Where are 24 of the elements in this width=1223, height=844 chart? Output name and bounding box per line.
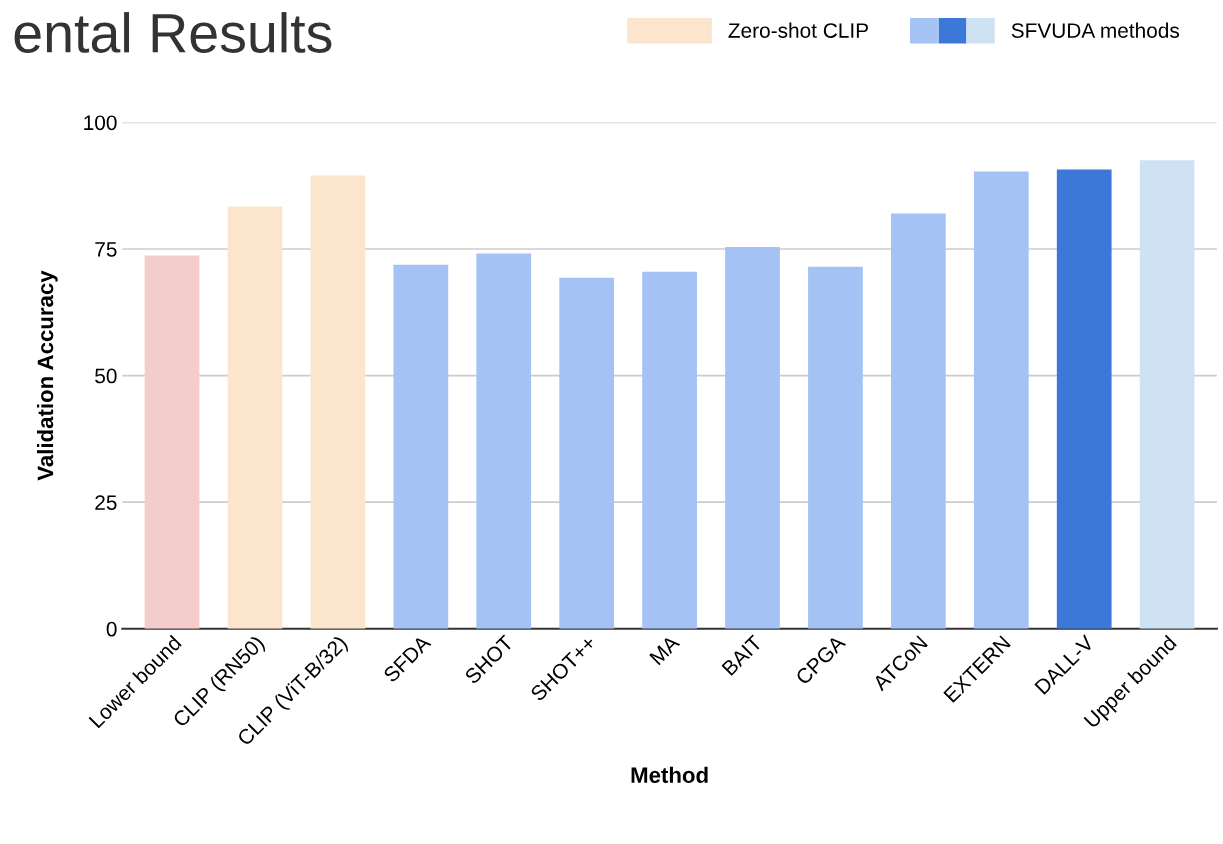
y-tick-label: 75 (95, 242, 117, 257)
y-tick-label: 25 (95, 495, 117, 510)
bar (808, 266, 863, 629)
bar (393, 264, 449, 629)
bar (1056, 169, 1112, 629)
bar (725, 246, 780, 629)
y-tick-label: 0 (106, 621, 117, 637)
bar (891, 213, 946, 629)
bar (1139, 160, 1195, 629)
bar (144, 255, 200, 629)
bar (559, 277, 615, 629)
legend-label: Zero-shot CLIP (728, 22, 868, 38)
x-tick-label: MA (649, 634, 681, 666)
chart-title: ental Results (14, 12, 332, 53)
bar (227, 206, 283, 629)
y-tick-label: 100 (84, 115, 117, 131)
x-axis-title: Method (631, 766, 708, 783)
y-axis-title: Validation Accuracy (36, 270, 58, 481)
bar (476, 253, 532, 629)
bar (642, 271, 697, 629)
legend-label: SFVUDA methods (1011, 22, 1180, 38)
bar (973, 171, 1029, 629)
y-tick-label: 50 (95, 368, 117, 384)
bar (310, 175, 366, 629)
